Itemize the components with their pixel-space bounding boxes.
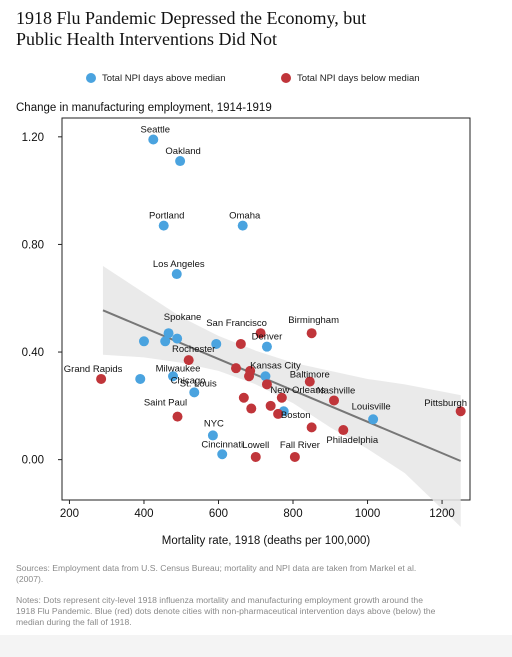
city-label: Milwaukee xyxy=(156,363,201,374)
city-label: Grand Rapids xyxy=(64,364,123,375)
city-label: Denver xyxy=(252,332,283,343)
data-point xyxy=(306,422,317,433)
data-point xyxy=(273,408,284,419)
data-point xyxy=(255,328,266,339)
data-point xyxy=(207,430,218,441)
data-point xyxy=(211,338,222,349)
title-line-2: Public Health Interventions Did Not xyxy=(16,29,277,49)
legend-label-below-median: Total NPI days below median xyxy=(297,72,420,84)
data-point xyxy=(168,371,179,382)
city-label: Chicago xyxy=(171,375,206,386)
x-tick-label: 200 xyxy=(60,508,79,520)
data-point xyxy=(160,336,171,347)
city-label: Saint Paul xyxy=(144,398,187,409)
city-label: Fall River xyxy=(280,440,320,451)
data-point xyxy=(250,451,261,462)
y-axis-title: Change in manufacturing employment, 1914… xyxy=(16,102,272,114)
chart-title: 1918 Flu Pandemic Depressed the Economy,… xyxy=(16,8,496,50)
data-point xyxy=(96,373,107,384)
data-point xyxy=(265,400,276,411)
x-tick-label: 1200 xyxy=(429,508,455,520)
data-point xyxy=(148,134,159,145)
data-point xyxy=(172,333,183,344)
city-label: Cincinnati xyxy=(201,439,243,450)
city-label: Omaha xyxy=(229,211,261,222)
footer-bar xyxy=(0,635,512,657)
data-point xyxy=(135,373,146,384)
city-label: Kansas City xyxy=(250,360,301,371)
fit-line xyxy=(102,309,462,462)
legend-marker-red-icon xyxy=(281,73,291,83)
data-point xyxy=(138,336,149,347)
y-tick-label: 1.20 xyxy=(22,132,44,144)
x-tick-label: 800 xyxy=(283,508,302,520)
data-point xyxy=(276,392,287,403)
city-label: Boston xyxy=(281,410,311,421)
data-point xyxy=(237,220,248,231)
data-point xyxy=(260,371,271,382)
legend-item-above-median: Total NPI days above median xyxy=(86,71,226,85)
data-point xyxy=(329,395,339,406)
data-point xyxy=(235,338,246,349)
x-axis-title: Mortality rate, 1918 (deaths per 100,000… xyxy=(162,535,371,547)
city-label: Baltimore xyxy=(290,370,330,381)
sources-note: Sources: Employment data from U.S. Censu… xyxy=(16,563,417,585)
city-label: Los Angeles xyxy=(153,259,205,270)
legend-marker-blue-icon xyxy=(86,73,96,83)
x-tick-label: 400 xyxy=(134,508,153,520)
title-line-1: 1918 Flu Pandemic Depressed the Economy,… xyxy=(16,8,367,28)
notes-text: Notes: Dots represent city-level 1918 in… xyxy=(16,595,436,628)
city-label: St. Louis xyxy=(180,378,217,389)
y-tick-label: 0.80 xyxy=(22,239,44,251)
data-point xyxy=(261,379,272,390)
city-label: Birmingham xyxy=(288,315,339,326)
data-point xyxy=(368,414,379,425)
data-point xyxy=(261,341,272,352)
city-label: Pittsburgh xyxy=(424,398,467,409)
data-point xyxy=(244,371,255,382)
city-label: Lowell xyxy=(242,440,269,451)
data-point xyxy=(163,328,174,339)
data-point xyxy=(246,403,257,414)
legend-item-below-median: Total NPI days below median xyxy=(281,71,420,85)
city-label: San Francisco xyxy=(206,318,267,329)
city-label: New Orleans xyxy=(270,385,325,396)
data-point xyxy=(171,269,182,280)
data-point xyxy=(175,156,186,167)
data-point xyxy=(217,449,228,460)
legend-label-above-median: Total NPI days above median xyxy=(102,72,226,84)
city-label: NYC xyxy=(204,418,224,429)
data-point xyxy=(289,451,300,462)
x-tick-label: 1000 xyxy=(355,508,381,520)
data-point xyxy=(172,411,183,422)
data-point xyxy=(238,392,249,403)
city-label: Philadelphia xyxy=(326,435,378,446)
data-point xyxy=(338,425,349,436)
city-label: Oakland xyxy=(165,146,200,157)
city-label: Portland xyxy=(149,211,184,222)
data-point xyxy=(158,220,169,231)
plot-frame xyxy=(61,117,471,501)
city-label: Seattle xyxy=(140,125,170,136)
data-point xyxy=(189,387,200,398)
data-point xyxy=(455,406,466,417)
scatter-plot: 200 400 600 800 1000 1200 0.00 0.40 0.80 1.20 Mort… xyxy=(22,117,471,547)
data-point xyxy=(304,376,315,387)
y-tick-label: 0.40 xyxy=(22,347,44,359)
x-tick-label: 600 xyxy=(209,508,228,520)
city-label: Louisville xyxy=(352,401,391,412)
data-point xyxy=(306,328,317,339)
city-label: Spokane xyxy=(164,312,202,323)
y-tick-label: 0.00 xyxy=(22,455,44,467)
data-point xyxy=(183,355,194,366)
city-label: Nashville xyxy=(317,385,356,396)
data-point xyxy=(231,363,242,374)
city-label: Rochester xyxy=(172,344,215,355)
